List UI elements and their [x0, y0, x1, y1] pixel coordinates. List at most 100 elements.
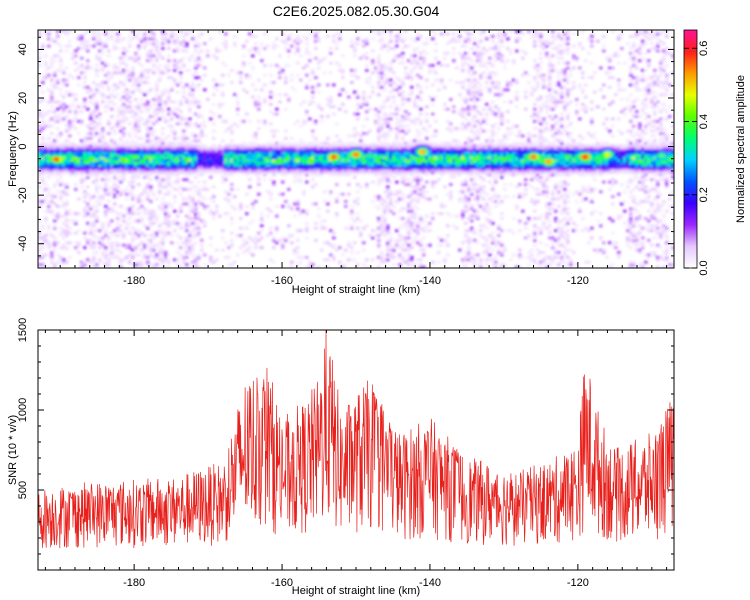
heatmap-cell: [92, 141, 96, 145]
heatmap-cell: [110, 34, 114, 38]
heatmap-cell: [149, 56, 153, 60]
heatmap-cell: [392, 192, 396, 196]
heatmap-cell: [473, 187, 477, 191]
heatmap-cell: [59, 153, 63, 157]
heatmap-cell: [248, 119, 252, 123]
heatmap-cell: [473, 163, 477, 167]
heatmap-cell: [455, 170, 459, 174]
heatmap-cell: [392, 88, 396, 92]
heatmap-cell: [131, 197, 135, 201]
heatmap-cell: [101, 42, 105, 46]
heatmap-cell: [458, 34, 462, 38]
heatmap-cell: [416, 105, 420, 109]
heatmap-cell: [287, 204, 291, 208]
heatmap-cell: [176, 49, 180, 53]
heatmap-cell: [254, 158, 258, 162]
heatmap-cell: [104, 209, 108, 213]
heatmap-cell: [347, 141, 351, 145]
heatmap-cell: [269, 192, 273, 196]
heatmap-cell: [302, 100, 306, 104]
heatmap-cell: [287, 158, 291, 162]
heatmap-cell: [71, 56, 75, 60]
heatmap-cell: [110, 144, 114, 148]
heatmap-cell: [164, 153, 168, 157]
heatmap-cell: [200, 144, 204, 148]
heatmap-cell: [260, 88, 264, 92]
chart-title: C2E6.2025.082.05.30.G04: [273, 3, 440, 19]
heatmap-cell: [107, 258, 111, 262]
heatmap-cell: [461, 212, 465, 216]
heatmap-cell: [410, 168, 414, 172]
heatmap-cell: [260, 146, 264, 150]
heatmap-cell: [437, 151, 441, 155]
heatmap-cell: [380, 107, 384, 111]
heatmap-cell: [251, 83, 255, 87]
heatmap-cell: [311, 100, 315, 104]
heatmap-cell: [257, 161, 261, 165]
heatmap-cell: [374, 149, 378, 153]
heatmap-cell: [251, 95, 255, 99]
heatmap-cell: [296, 251, 300, 255]
heatmap-cell: [305, 83, 309, 87]
heatmap-cell: [398, 54, 402, 58]
heatmap-cell: [188, 224, 192, 228]
heatmap-cell: [128, 161, 132, 165]
heatmap-cell: [56, 78, 60, 82]
heatmap-cell: [113, 158, 117, 162]
heatmap-cell: [146, 153, 150, 157]
heatmap-cell: [326, 265, 330, 268]
heatmap-cell: [386, 158, 390, 162]
heatmap-cell: [95, 156, 99, 160]
heatmap-cell: [356, 170, 360, 174]
heatmap-cell: [122, 156, 126, 160]
heatmap-cell: [269, 153, 273, 157]
heatmap-cell: [410, 200, 414, 204]
heatmap-cell: [404, 146, 408, 150]
heatmap-cell: [140, 156, 144, 160]
heatmap-cell: [131, 68, 135, 72]
heatmap-cell: [161, 238, 165, 242]
heatmap-cell: [128, 158, 132, 162]
heatmap-cell: [470, 124, 474, 128]
heatmap-cell: [272, 144, 276, 148]
heatmap-cell: [83, 263, 87, 267]
heatmap-cell: [434, 158, 438, 162]
heatmap-cell: [155, 175, 159, 179]
heatmap-cell: [197, 161, 201, 165]
heatmap-cell: [479, 192, 483, 196]
heatmap-cell: [362, 158, 366, 162]
heatmap-cell: [278, 66, 282, 70]
heatmap-cell: [317, 151, 321, 155]
heatmap-cell: [425, 173, 429, 177]
heatmap-cell: [149, 214, 153, 218]
heatmap-cell: [104, 153, 108, 157]
heatmap-cell: [311, 149, 315, 153]
heatmap-cell: [173, 258, 177, 262]
heatmap-cell: [122, 158, 126, 162]
heatmap-cell: [290, 168, 294, 172]
heatmap-cell: [227, 166, 231, 170]
heatmap-cell: [173, 200, 177, 204]
heatmap-cell: [374, 170, 378, 174]
heatmap-cell: [107, 200, 111, 204]
heatmap-cell: [158, 100, 162, 104]
heatmap-cell: [476, 149, 480, 153]
heatmap-cell: [62, 166, 66, 170]
heatmap-cell: [134, 158, 138, 162]
heatmap-cell: [140, 166, 144, 170]
heatmap-cell: [59, 49, 63, 53]
heatmap-cell: [41, 161, 45, 165]
heatmap-cell: [113, 156, 117, 160]
heatmap-cell: [230, 163, 234, 167]
heatmap-cell: [65, 32, 69, 36]
heatmap-cell: [356, 153, 360, 157]
heatmap-cell: [131, 153, 135, 157]
heatmap-cell: [317, 265, 321, 268]
heatmap-cell: [56, 54, 60, 58]
heatmap-cell: [158, 161, 162, 165]
heatmap-cell: [269, 209, 273, 213]
heatmap-cell: [152, 139, 156, 143]
heatmap-cell: [56, 68, 60, 72]
heatmap-cell: [281, 168, 285, 172]
heatmap-cell: [80, 110, 84, 114]
